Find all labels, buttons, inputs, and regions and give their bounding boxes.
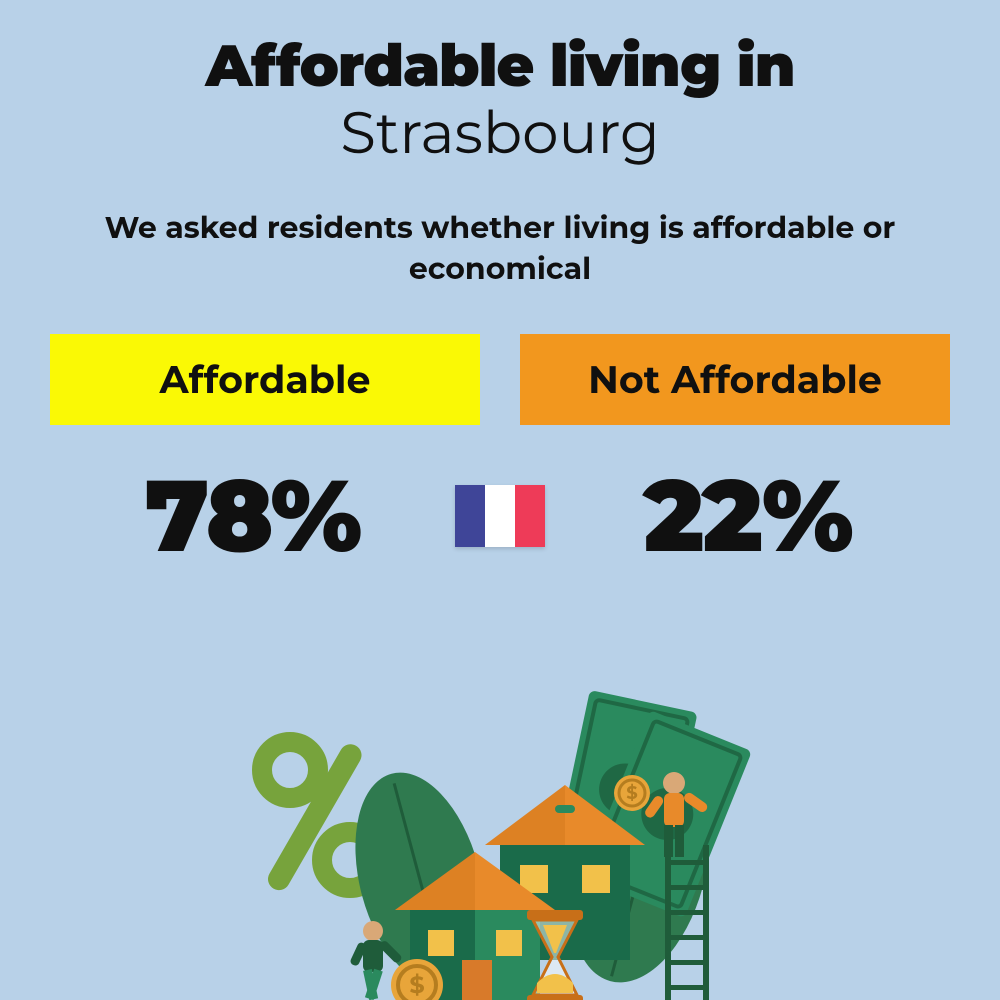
not-affordable-box: Not Affordable <box>520 334 950 425</box>
city-name: Strasbourg <box>340 97 660 168</box>
option-boxes: Affordable Not Affordable <box>50 334 950 425</box>
svg-text:$: $ <box>409 971 424 1000</box>
affordable-box: Affordable <box>50 334 480 425</box>
affordable-percent: 78% <box>50 455 455 577</box>
title: Affordable living in <box>206 30 795 101</box>
flag-stripe-white <box>485 485 515 547</box>
housing-money-illustration: $$ <box>220 680 780 1000</box>
flag-stripe-red <box>515 485 545 547</box>
flag-stripe-blue <box>455 485 485 547</box>
france-flag-icon <box>455 485 545 547</box>
svg-text:$: $ <box>626 782 637 804</box>
survey-question: We asked residents whether living is aff… <box>100 208 900 289</box>
stats-row: 78% 22% <box>50 455 950 577</box>
not-affordable-percent: 22% <box>545 455 950 577</box>
